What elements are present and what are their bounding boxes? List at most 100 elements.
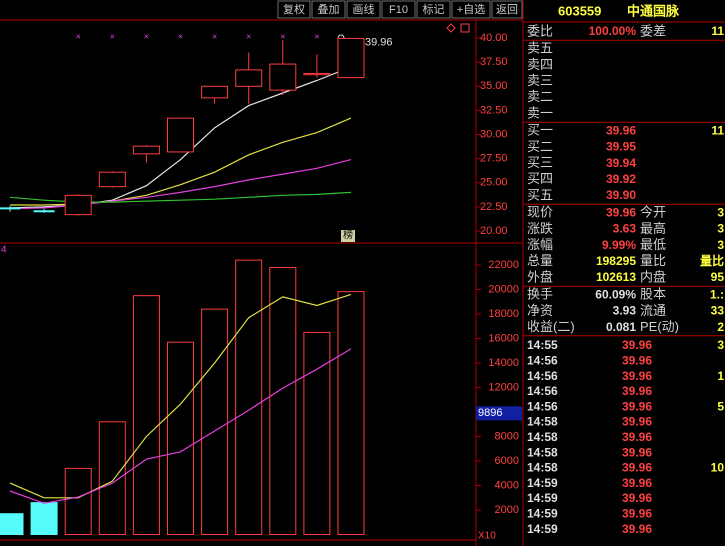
field-label: 买二 xyxy=(527,139,553,154)
toolbar-button-label[interactable]: 画线 xyxy=(353,2,375,16)
diamond-icon[interactable] xyxy=(446,23,456,33)
trade-time: 14:56 xyxy=(527,353,558,367)
field-label: 今开 xyxy=(640,205,666,220)
trade-price: 39.96 xyxy=(622,491,652,505)
field-label: 委比 xyxy=(527,23,553,38)
volume-bar xyxy=(235,259,263,535)
y-tick-label: 27.50 xyxy=(480,153,508,165)
event-mark: × xyxy=(76,31,81,41)
field-value: 39.94 xyxy=(606,156,636,170)
y-tick-label: 22000 xyxy=(488,259,519,271)
toolbar-button-label[interactable]: 叠加 xyxy=(318,3,340,16)
candle-body xyxy=(201,85,229,99)
field-label: 卖二 xyxy=(527,89,553,104)
field-value: 2 xyxy=(717,320,724,334)
field-value: 39.96 xyxy=(606,205,636,219)
trade-price: 39.96 xyxy=(622,522,652,536)
toolbar-button-label[interactable]: 返回 xyxy=(496,3,518,16)
toolbar-button-label[interactable]: +自选 xyxy=(457,3,485,16)
field-label: 委差 xyxy=(640,23,666,38)
event-mark: × xyxy=(144,31,149,41)
trade-volume: 10 xyxy=(711,461,725,475)
field-value: 3.63 xyxy=(613,222,637,236)
candle-body xyxy=(98,171,126,188)
field-value: 9.99% xyxy=(602,238,636,252)
toolbar-button[interactable] xyxy=(311,0,346,19)
toolbar-button[interactable] xyxy=(346,0,381,19)
field-label: 换手 xyxy=(527,287,553,302)
field-value: 1.: xyxy=(710,287,724,301)
field-value: 3.93 xyxy=(613,304,637,318)
volume-bar xyxy=(303,331,331,535)
y-tick-label: 14000 xyxy=(488,357,519,369)
event-mark: × xyxy=(246,31,251,41)
volume-bar xyxy=(337,291,365,535)
field-volume: 11 xyxy=(711,123,724,137)
trade-time: 14:58 xyxy=(527,461,558,475)
volume-bar xyxy=(167,341,194,535)
field-volume: 量比 xyxy=(700,253,724,268)
y-tick-label: 8000 xyxy=(495,430,519,442)
toolbar-button-label[interactable]: 复权 xyxy=(283,2,305,16)
event-mark: × xyxy=(314,31,319,41)
field-label: 收益(二) xyxy=(527,319,575,334)
field-label: 买四 xyxy=(527,171,553,186)
high-label: 39.96 xyxy=(365,36,393,48)
event-mark: × xyxy=(280,31,285,41)
trade-price: 39.96 xyxy=(622,506,652,520)
toolbar-button[interactable] xyxy=(277,0,311,19)
trade-volume: 3 xyxy=(717,338,724,352)
toolbar-button-label[interactable]: 标记 xyxy=(423,2,445,16)
trade-time: 14:58 xyxy=(527,445,558,459)
field-value: 102613 xyxy=(596,270,636,284)
field-label: 最低 xyxy=(640,237,666,252)
field-value: 95 xyxy=(711,270,725,284)
trade-time: 14:58 xyxy=(527,430,558,444)
field-value: 198295 xyxy=(596,254,636,268)
field-label: PE(动) xyxy=(640,319,679,334)
y-tick-label: 12000 xyxy=(488,381,519,393)
trade-price: 39.96 xyxy=(622,415,652,429)
tag-box xyxy=(341,230,355,242)
trade-time: 14:56 xyxy=(527,384,558,398)
y-tick-label: 6000 xyxy=(495,455,519,467)
trade-price: 39.96 xyxy=(622,461,652,475)
trade-time: 14:59 xyxy=(527,506,558,520)
volume-average xyxy=(9,293,352,499)
toolbar-button[interactable] xyxy=(491,0,523,19)
y-tick-label: 20000 xyxy=(488,283,519,295)
trade-time: 14:59 xyxy=(527,522,558,536)
trade-price: 39.96 xyxy=(622,369,652,383)
square-icon[interactable] xyxy=(460,23,470,33)
field-label: 流通 xyxy=(640,303,666,318)
candle-body xyxy=(303,72,331,76)
field-label: 最高 xyxy=(640,221,666,236)
toolbar-button-label[interactable]: F10 xyxy=(389,4,408,16)
volume-bar xyxy=(132,295,160,535)
candle-body xyxy=(33,210,55,213)
y-tick-label: 4000 xyxy=(495,479,519,491)
trade-volume: 1 xyxy=(717,369,724,383)
event-mark: × xyxy=(110,31,115,41)
field-label: 净资 xyxy=(527,303,553,318)
field-label: 内盘 xyxy=(640,269,666,284)
y-tick-label: 20.00 xyxy=(480,225,508,237)
field-label: 卖四 xyxy=(527,57,553,72)
field-label: 量比 xyxy=(640,253,666,268)
field-label: 涨幅 xyxy=(527,237,553,252)
field-label: 买五 xyxy=(527,187,553,202)
field-label: 卖一 xyxy=(527,105,553,120)
stock-code: 603559 xyxy=(558,3,601,18)
toolbar-button[interactable] xyxy=(381,0,416,19)
toolbar-button[interactable] xyxy=(416,0,451,19)
field-label: 股本 xyxy=(640,287,666,302)
trade-time: 14:56 xyxy=(527,369,558,383)
y-tick-label: 16000 xyxy=(488,332,519,344)
volume-bar xyxy=(201,308,229,535)
field-value: 100.00% xyxy=(589,24,637,38)
trade-price: 39.96 xyxy=(622,399,652,413)
volume-bar xyxy=(98,421,126,536)
toolbar-button[interactable] xyxy=(451,0,491,19)
candle-body xyxy=(269,63,297,91)
